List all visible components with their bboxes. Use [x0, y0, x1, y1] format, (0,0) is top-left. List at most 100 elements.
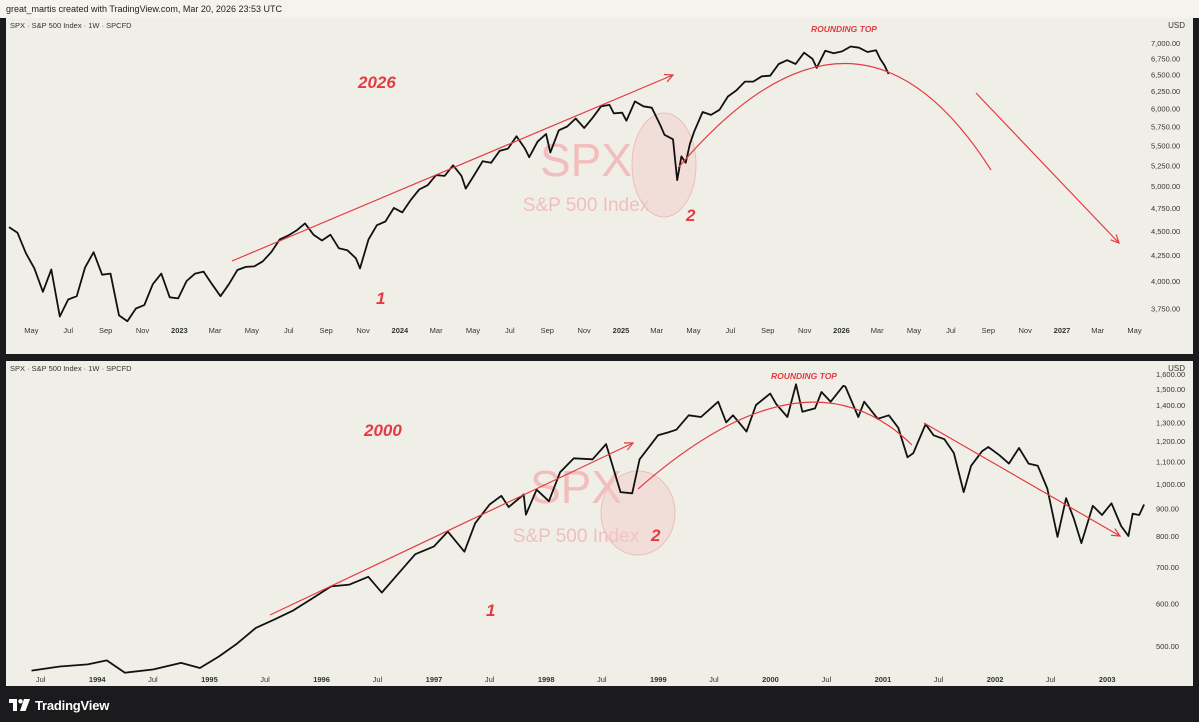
x-tick-label: 2003 [1099, 675, 1116, 684]
wave-label-2: 2 [650, 526, 661, 545]
y-tick-label: 6,750.00 [1151, 54, 1180, 63]
y-tick-label: 7,000.00 [1151, 39, 1180, 48]
x-tick-label: Mar [871, 326, 884, 335]
x-tick-label: Nov [798, 326, 812, 335]
y-tick-label: 5,000.00 [1151, 182, 1180, 191]
wave-label-1: 1 [486, 601, 495, 620]
x-tick-label: 2027 [1054, 326, 1071, 335]
x-tick-label: Jul [505, 326, 515, 335]
x-tick-label: Jul [373, 675, 383, 684]
x-tick-label: Jul [597, 675, 607, 684]
watermark-symbol: SPX [540, 134, 632, 186]
x-tick-label: May [1127, 326, 1141, 335]
y-tick-label: 4,500.00 [1151, 227, 1180, 236]
y-tick-label: 1,300.00 [1156, 418, 1185, 427]
x-tick-label: Jul [485, 675, 495, 684]
watermark-name: S&P 500 Index [523, 195, 650, 216]
currency-label: USD [1168, 364, 1185, 373]
footer: TradingView [0, 686, 1199, 722]
x-tick-label: May [686, 326, 700, 335]
x-tick-label: May [907, 326, 921, 335]
rounding-top-label: ROUNDING TOP [771, 371, 837, 381]
y-tick-label: 1,100.00 [1156, 457, 1185, 466]
rounding-top-arc [637, 401, 913, 490]
chart-panel-2026[interactable]: SPX S&P 500 Index 3,750.00 4,000.00 4,250.00… [6, 18, 1193, 354]
y-tick-label: 4,000.00 [1151, 277, 1180, 286]
y-tick-label: 3,750.00 [1151, 304, 1180, 313]
chart-2026[interactable]: SPX S&P 500 Index 3,750.00 4,000.00 4,250.00… [6, 18, 1193, 354]
x-tick-label: 2024 [392, 326, 410, 335]
x-tick-label: Jul [822, 675, 832, 684]
currency-label: USD [1168, 21, 1185, 30]
tradingview-logo-icon [9, 699, 30, 711]
tradingview-logo[interactable]: TradingView [9, 697, 109, 713]
wave-label-2: 2 [685, 206, 696, 225]
x-tick-label: 2002 [987, 675, 1004, 684]
y-tick-label: 5,250.00 [1151, 161, 1180, 170]
x-tick-label: May [245, 326, 259, 335]
y-tick-label: 1,600.00 [1156, 370, 1185, 379]
chart-caption: great_martis created with TradingView.co… [0, 0, 1199, 18]
downtrend-arrow-head [1110, 528, 1122, 537]
price-line [31, 383, 1145, 674]
x-tick-label: Mar [650, 326, 663, 335]
y-tick-label: 1,500.00 [1156, 385, 1185, 394]
x-tick-label: Jul [934, 675, 944, 684]
x-tick-label: 2023 [171, 326, 188, 335]
x-tick-label: Jul [946, 326, 956, 335]
y-tick-label: 800.00 [1156, 532, 1179, 541]
y-tick-label: 1,000.00 [1156, 480, 1185, 489]
y-tick-label: 6,500.00 [1151, 70, 1180, 79]
x-tick-label: Jul [284, 326, 294, 335]
y-tick-label: 1,400.00 [1156, 401, 1185, 410]
x-tick-label: Jul [36, 675, 46, 684]
x-tick-label: Nov [1019, 326, 1033, 335]
y-tick-label: 5,750.00 [1151, 123, 1180, 132]
x-tick-label: Mar [209, 326, 222, 335]
x-tick-label: 1998 [538, 675, 555, 684]
x-tick-label: 2001 [875, 675, 892, 684]
downtrend-arrow [923, 422, 1121, 537]
y-tick-label: 5,500.00 [1151, 141, 1180, 150]
uptrend-arrow-head [663, 73, 675, 83]
x-tick-label: Mar [430, 326, 443, 335]
uptrend-arrow-head [623, 442, 635, 451]
x-tick-label: Jul [726, 326, 736, 335]
rounding-top-label: ROUNDING TOP [811, 24, 877, 34]
uptrend-arrow [269, 442, 634, 616]
highlight-circle [600, 470, 676, 556]
year-label: 2000 [363, 421, 402, 440]
x-tick-label: Nov [577, 326, 591, 335]
x-tick-label: 1994 [89, 675, 107, 684]
downtrend-arrow-head [1110, 234, 1120, 245]
x-tick-label: 1999 [650, 675, 667, 684]
symbol-label: SPX · S&P 500 Index · 1W · SPCFD [10, 364, 132, 373]
y-tick-label: 1,200.00 [1156, 437, 1185, 446]
x-tick-label: Sep [982, 326, 995, 335]
y-tick-label: 600.00 [1156, 599, 1179, 608]
x-tick-label: Sep [99, 326, 112, 335]
y-tick-label: 700.00 [1156, 563, 1179, 572]
x-tick-label: 1996 [313, 675, 330, 684]
x-tick-label: Sep [761, 326, 774, 335]
x-tick-label: Sep [541, 326, 554, 335]
price-line [8, 45, 890, 323]
y-tick-label: 4,250.00 [1151, 251, 1180, 260]
y-tick-label: 6,000.00 [1151, 104, 1180, 113]
x-tick-label: Sep [320, 326, 333, 335]
downtrend-arrow [975, 92, 1120, 244]
uptrend-arrow [231, 74, 674, 262]
highlight-circle [631, 112, 697, 218]
watermark-name: S&P 500 Index [513, 526, 640, 547]
rounding-top-arc [677, 62, 992, 171]
x-tick-label: Jul [260, 675, 270, 684]
x-tick-label: Nov [356, 326, 370, 335]
x-tick-label: Nov [136, 326, 150, 335]
wave-label-1: 1 [376, 289, 385, 308]
x-tick-label: May [24, 326, 38, 335]
x-tick-label: 2025 [613, 326, 630, 335]
x-tick-label: 2026 [833, 326, 850, 335]
chart-panel-2000[interactable]: SPX S&P 500 Index 500.00 600.00 700.00 800.00… [6, 361, 1193, 686]
tradingview-logo-text: TradingView [35, 697, 110, 713]
